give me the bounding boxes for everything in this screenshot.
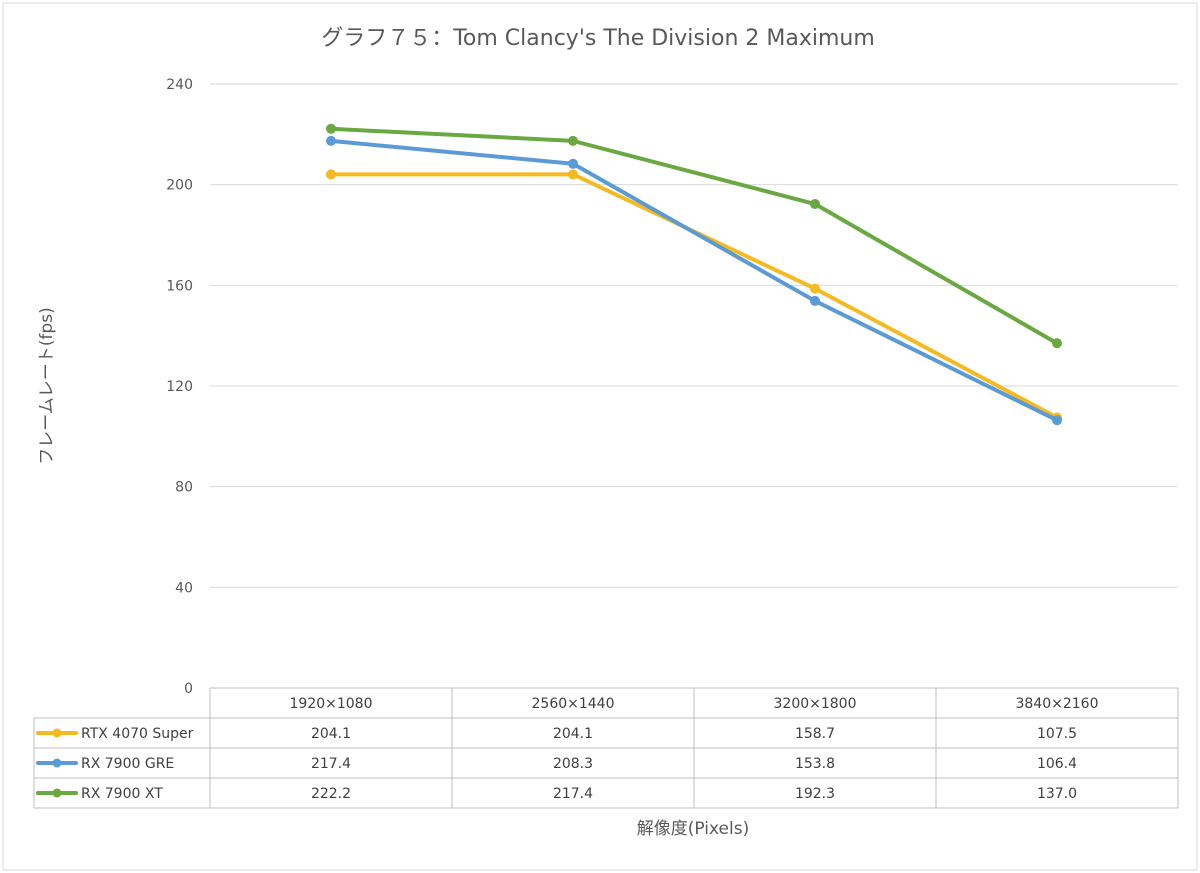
data-point — [326, 169, 336, 180]
data-point — [1052, 415, 1062, 426]
series-line — [329, 126, 1059, 346]
data-point — [1052, 338, 1062, 349]
data-point — [568, 158, 578, 169]
data-label: 158.7 — [795, 726, 835, 742]
data-point — [568, 169, 578, 180]
data-label: 217.4 — [311, 756, 351, 772]
x-tick-label: 2560×1440 — [532, 696, 615, 712]
data-point — [326, 135, 336, 146]
chart-title: グラフ７５：Tom Clancy's The Division 2 Maximu… — [321, 26, 875, 51]
y-tick-label: 160 — [166, 278, 193, 294]
data-point — [568, 135, 578, 146]
data-point — [810, 295, 820, 306]
data-point — [810, 199, 820, 210]
y-tick-label: 40 — [175, 580, 193, 596]
legend-entry: RTX 4070 Super — [81, 726, 194, 742]
x-tick-label: 1920×1080 — [290, 696, 373, 712]
legend-entry: RX 7900 XT — [81, 786, 163, 802]
y-tick-label: 80 — [175, 480, 193, 496]
legend-entry: RX 7900 GRE — [81, 756, 174, 772]
legend-key-marker — [52, 728, 62, 738]
data-label: 107.5 — [1037, 726, 1077, 742]
data-label: 153.8 — [795, 756, 835, 772]
y-tick-label: 0 — [184, 681, 193, 697]
data-point — [810, 283, 820, 294]
y-tick-label: 240 — [166, 77, 193, 93]
y-tick-label: 120 — [166, 379, 193, 395]
data-point — [326, 123, 336, 134]
series-line — [329, 138, 1059, 423]
data-label: 208.3 — [553, 756, 593, 772]
data-label: 106.4 — [1037, 756, 1077, 772]
legend-key-marker — [52, 758, 62, 768]
y-axis-ticks: 0 40 80 120 160 200 240 — [166, 77, 193, 697]
legend-key-marker — [52, 788, 62, 798]
data-label: 217.4 — [553, 786, 593, 802]
data-table: 1920×1080 2560×1440 3200×1800 3840×2160 RTX … — [33, 687, 1179, 809]
gridlines — [210, 83, 1178, 588]
x-tick-label: 3200×1800 — [774, 696, 857, 712]
data-label: 137.0 — [1037, 786, 1077, 802]
series-lines — [326, 123, 1062, 426]
x-axis-title: 解像度(Pixels) — [637, 819, 749, 839]
data-label: 204.1 — [311, 726, 351, 742]
y-axis-title: フレームレート(fps) — [37, 307, 57, 464]
data-label: 222.2 — [311, 786, 351, 802]
data-label: 204.1 — [553, 726, 593, 742]
y-tick-label: 200 — [166, 178, 193, 194]
data-label: 192.3 — [795, 786, 835, 802]
x-tick-label: 3840×2160 — [1016, 696, 1099, 712]
